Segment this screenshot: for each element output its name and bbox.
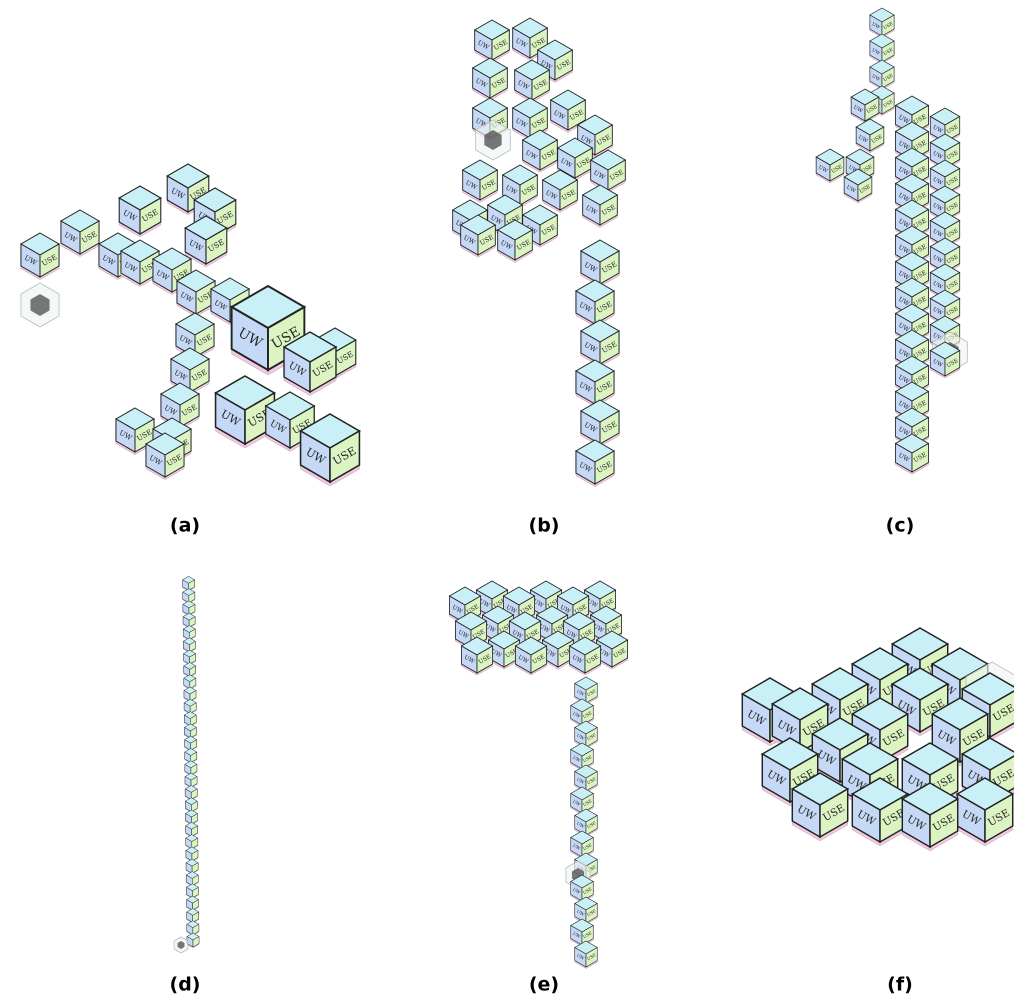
cube: UWUSE	[581, 400, 619, 447]
caption: (e)	[529, 974, 559, 996]
cube: UWUSE	[61, 210, 99, 257]
ghost-cube	[174, 937, 188, 953]
cube	[187, 933, 199, 948]
cube: UWUSE	[870, 60, 894, 90]
cube: UWUSE	[581, 240, 619, 287]
cube-layer: UWUSEUWUSEUWUSEUWUSEUWUSEUWUSEUWUSEUWUSE…	[21, 8, 1014, 969]
caption: (f)	[887, 974, 913, 996]
figure: UWUSEUWUSEUWUSEUWUSEUWUSEUWUSEUWUSEUWUSE…	[0, 0, 1014, 1002]
caption: (a)	[170, 515, 200, 537]
cube: UWUSE	[119, 186, 161, 237]
cube: UWUSE	[463, 160, 498, 202]
cube: UWUSE	[816, 149, 844, 183]
cube: UWUSE	[575, 941, 598, 969]
cube: UWUSE	[576, 440, 614, 487]
cube: UWUSE	[870, 34, 894, 64]
caption: (c)	[886, 515, 915, 537]
cube: UWUSE	[575, 809, 598, 837]
cube: UWUSE	[581, 320, 619, 367]
cube: UWUSE	[571, 919, 594, 947]
cube: UWUSE	[473, 58, 508, 100]
cube: UWUSE	[575, 897, 598, 925]
cube: UWUSE	[575, 765, 598, 793]
ghost-cube	[21, 283, 59, 327]
caption: (d)	[170, 974, 201, 996]
caption: (b)	[529, 515, 560, 537]
cube: UWUSE	[856, 119, 884, 153]
